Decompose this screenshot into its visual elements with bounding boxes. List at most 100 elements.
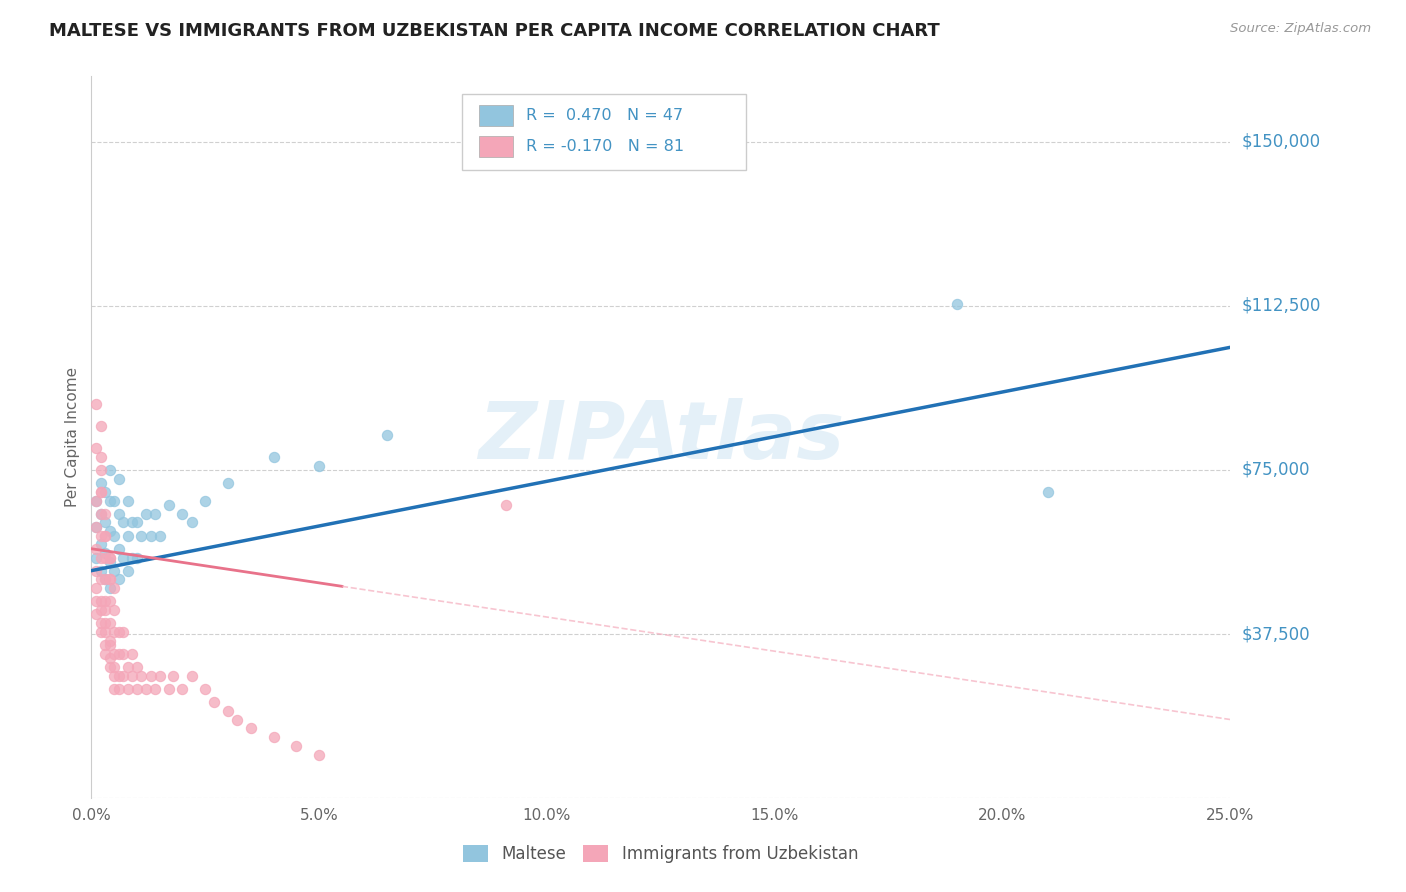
Point xyxy=(112,516,135,530)
Point xyxy=(94,603,117,617)
Point xyxy=(107,669,129,683)
Point xyxy=(157,681,180,696)
Text: $150,000: $150,000 xyxy=(1241,133,1320,151)
Point xyxy=(89,476,111,491)
Point xyxy=(98,573,121,587)
Point xyxy=(107,681,129,696)
Point xyxy=(94,484,117,499)
Point xyxy=(121,516,143,530)
Point xyxy=(84,607,107,622)
Point xyxy=(84,550,107,565)
Point xyxy=(107,507,129,521)
Point xyxy=(107,472,129,486)
Text: $37,500: $37,500 xyxy=(1241,625,1310,643)
Point xyxy=(495,498,517,512)
Point xyxy=(84,493,107,508)
Point xyxy=(89,419,111,434)
Point xyxy=(98,638,121,652)
Point xyxy=(308,458,330,473)
Point xyxy=(98,594,121,608)
Point xyxy=(89,573,111,587)
Point xyxy=(125,550,148,565)
Point xyxy=(107,573,129,587)
Point xyxy=(103,681,125,696)
Point xyxy=(89,507,111,521)
Point xyxy=(84,520,107,534)
Point xyxy=(121,669,143,683)
Point xyxy=(377,428,399,442)
Text: MALTESE VS IMMIGRANTS FROM UZBEKISTAN PER CAPITA INCOME CORRELATION CHART: MALTESE VS IMMIGRANTS FROM UZBEKISTAN PE… xyxy=(49,22,941,40)
Point xyxy=(149,669,172,683)
Point xyxy=(84,564,107,578)
Point xyxy=(89,463,111,477)
Point xyxy=(94,573,117,587)
Point xyxy=(98,524,121,539)
Y-axis label: Per Capita Income: Per Capita Income xyxy=(65,367,80,508)
Point xyxy=(94,647,117,661)
Point xyxy=(107,647,129,661)
Point xyxy=(103,493,125,508)
Point xyxy=(89,603,111,617)
Point xyxy=(84,594,107,608)
Point xyxy=(89,537,111,551)
Point xyxy=(217,704,239,718)
Point xyxy=(143,681,166,696)
Point xyxy=(107,541,129,556)
Point xyxy=(103,660,125,674)
Point xyxy=(172,681,194,696)
Bar xyxy=(478,136,513,158)
Point xyxy=(94,546,117,560)
Point xyxy=(112,624,135,639)
Point xyxy=(139,669,162,683)
Point xyxy=(94,624,117,639)
Point xyxy=(117,564,139,578)
Point xyxy=(89,484,111,499)
Point xyxy=(103,624,125,639)
Point xyxy=(125,681,148,696)
Point xyxy=(103,603,125,617)
Point xyxy=(112,669,135,683)
Point xyxy=(112,550,135,565)
Point xyxy=(172,507,194,521)
Point xyxy=(84,397,107,411)
Point xyxy=(98,550,121,565)
Point xyxy=(103,581,125,595)
Point xyxy=(103,647,125,661)
Point xyxy=(94,516,117,530)
Text: R =  0.470   N = 47: R = 0.470 N = 47 xyxy=(526,108,683,123)
Point xyxy=(112,647,135,661)
Point xyxy=(946,296,969,310)
Point xyxy=(149,528,172,542)
Point xyxy=(202,695,225,709)
Point xyxy=(89,564,111,578)
Point xyxy=(239,721,262,735)
Point xyxy=(98,660,121,674)
Point xyxy=(98,463,121,477)
Point xyxy=(131,669,153,683)
Point xyxy=(89,484,111,499)
Text: $75,000: $75,000 xyxy=(1241,461,1310,479)
Text: $112,500: $112,500 xyxy=(1241,297,1320,315)
Point xyxy=(94,638,117,652)
Point xyxy=(117,528,139,542)
Point xyxy=(94,550,117,565)
Point xyxy=(135,507,157,521)
Point xyxy=(98,651,121,665)
Point xyxy=(94,528,117,542)
Point xyxy=(103,528,125,542)
Point xyxy=(143,507,166,521)
Point xyxy=(94,528,117,542)
Legend: Maltese, Immigrants from Uzbekistan: Maltese, Immigrants from Uzbekistan xyxy=(457,838,865,870)
Point xyxy=(84,541,107,556)
Point xyxy=(98,493,121,508)
Point xyxy=(135,681,157,696)
Text: Source: ZipAtlas.com: Source: ZipAtlas.com xyxy=(1230,22,1371,36)
Point xyxy=(162,669,184,683)
Point xyxy=(1036,484,1059,499)
Text: ZIPAtlas: ZIPAtlas xyxy=(478,398,844,476)
Point xyxy=(194,493,217,508)
Point xyxy=(308,747,330,762)
Point xyxy=(94,507,117,521)
Bar xyxy=(478,104,513,127)
Point xyxy=(89,507,111,521)
